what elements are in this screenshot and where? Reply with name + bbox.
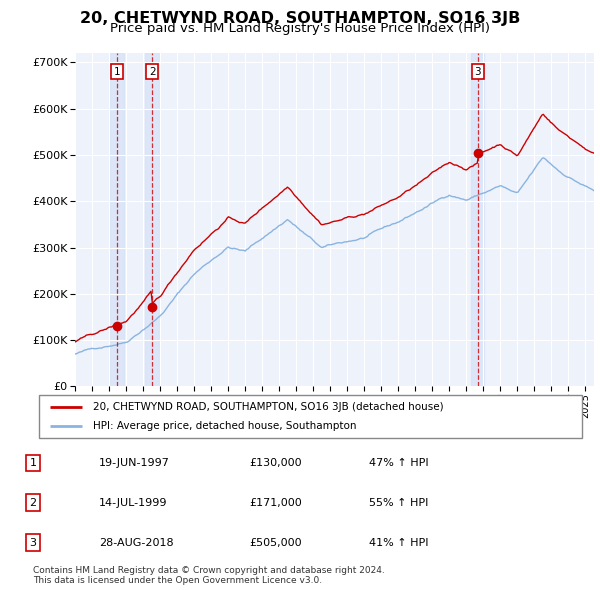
FancyBboxPatch shape xyxy=(39,395,582,438)
Text: HPI: Average price, detached house, Southampton: HPI: Average price, detached house, Sout… xyxy=(94,421,357,431)
Bar xyxy=(471,53,484,386)
Text: £130,000: £130,000 xyxy=(249,458,302,468)
Text: £171,000: £171,000 xyxy=(249,498,302,507)
Text: Price paid vs. HM Land Registry's House Price Index (HPI): Price paid vs. HM Land Registry's House … xyxy=(110,22,490,35)
Text: 41% ↑ HPI: 41% ↑ HPI xyxy=(369,538,428,548)
Text: 20, CHETWYND ROAD, SOUTHAMPTON, SO16 3JB: 20, CHETWYND ROAD, SOUTHAMPTON, SO16 3JB xyxy=(80,11,520,25)
Text: 3: 3 xyxy=(474,67,481,77)
Text: 28-AUG-2018: 28-AUG-2018 xyxy=(99,538,173,548)
Bar xyxy=(145,53,159,386)
Text: 55% ↑ HPI: 55% ↑ HPI xyxy=(369,498,428,507)
Text: 19-JUN-1997: 19-JUN-1997 xyxy=(99,458,170,468)
Text: 2: 2 xyxy=(149,67,155,77)
Text: Contains HM Land Registry data © Crown copyright and database right 2024.
This d: Contains HM Land Registry data © Crown c… xyxy=(33,566,385,585)
Text: 3: 3 xyxy=(29,538,37,548)
Text: £505,000: £505,000 xyxy=(249,538,302,548)
Text: 20, CHETWYND ROAD, SOUTHAMPTON, SO16 3JB (detached house): 20, CHETWYND ROAD, SOUTHAMPTON, SO16 3JB… xyxy=(94,402,444,412)
Text: 47% ↑ HPI: 47% ↑ HPI xyxy=(369,458,428,468)
Text: 2: 2 xyxy=(29,498,37,507)
Text: 14-JUL-1999: 14-JUL-1999 xyxy=(99,498,167,507)
Text: 1: 1 xyxy=(114,67,121,77)
Bar xyxy=(110,53,124,386)
Text: 1: 1 xyxy=(29,458,37,468)
